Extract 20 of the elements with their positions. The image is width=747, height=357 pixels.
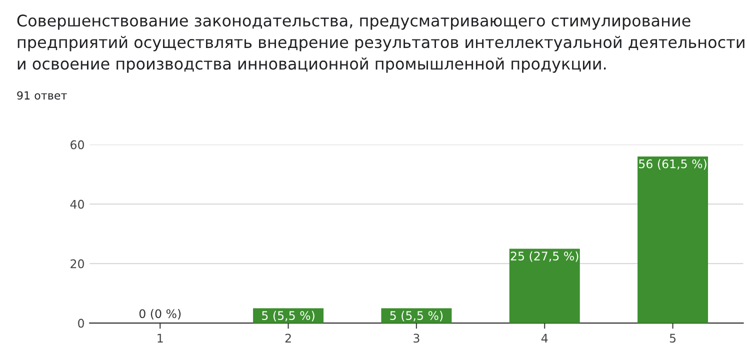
x-tick-label: 5 <box>670 334 676 343</box>
data-label: 0 (0 %) <box>139 308 181 320</box>
bar <box>638 156 708 324</box>
y-tick-label: 0 <box>78 318 84 328</box>
y-tick-label: 20 <box>70 259 84 268</box>
x-tick-label: 1 <box>158 334 163 342</box>
data-label: 56 (61,5 %) <box>639 159 706 170</box>
data-label: 5 (5,5 %) <box>262 310 314 322</box>
x-tick-label: 3 <box>414 334 420 343</box>
y-tick-label: 60 <box>70 140 84 150</box>
x-tick-label: 4 <box>541 334 548 342</box>
bar <box>509 248 580 324</box>
bar <box>253 308 324 324</box>
data-label: 25 (27,5 %) <box>510 251 578 262</box>
bar <box>381 308 452 324</box>
data-label: 5 (5,5 %) <box>390 310 443 322</box>
chart-subtitle: 91 ответ <box>17 91 67 100</box>
y-tick-label: 40 <box>70 200 84 209</box>
chart-title: Совершенствование законодательства, предусматривающего стимулирование предприятий осуществлять внедрение результатов интеллектуальной деятельности и освоение производства инновационной промышленной продукции. <box>17 14 744 73</box>
x-tick-label: 2 <box>285 334 291 342</box>
